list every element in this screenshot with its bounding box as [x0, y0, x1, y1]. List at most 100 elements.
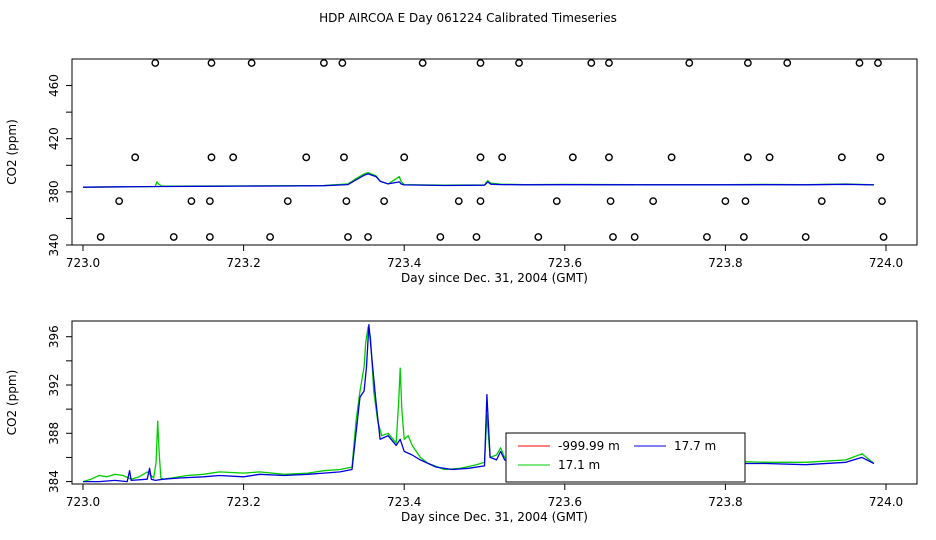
scatter-point: [515, 59, 523, 67]
scatter-point: [342, 197, 351, 206]
scatter-point: [874, 59, 882, 67]
legend-label-red: -999.99 m: [558, 439, 620, 453]
series-line-blue: [82, 173, 875, 188]
bottom-panel: 723.0 723.2 723.4 723.6 723.8 724.0 384 388 392 3…: [5, 320, 918, 524]
bottom-series-lines: [82, 323, 875, 483]
top-scatter-points: [96, 59, 888, 241]
scatter-point: [476, 59, 485, 67]
y-tick-label: 380: [47, 180, 61, 203]
scatter-point: [667, 153, 676, 162]
y-tick-label: 340: [47, 234, 61, 257]
series-line-green: [82, 326, 875, 483]
scatter-point: [476, 197, 485, 206]
scatter-point: [338, 59, 347, 67]
scatter-point: [207, 153, 216, 162]
scatter-point: [534, 233, 543, 241]
top-axis-ticks: 723.0 723.2 723.4 723.6 723.8 724.0 340 380 420 4…: [47, 74, 903, 270]
scatter-point: [302, 153, 311, 162]
scatter-point: [609, 233, 617, 241]
top-panel: 723.0 723.2 723.4 723.6 723.8 724.0 340 380 420 4…: [5, 58, 918, 285]
bottom-x-axis-label: Day since Dec. 31, 2004 (GMT): [401, 510, 588, 524]
scatter-point: [131, 153, 140, 162]
scatter-point: [630, 233, 639, 241]
scatter-point: [878, 197, 886, 206]
scatter-point: [115, 197, 124, 206]
scatter-point: [801, 233, 810, 241]
scatter-point: [364, 233, 372, 241]
scatter-point: [436, 233, 445, 241]
scatter-point: [703, 233, 711, 241]
scatter-point: [685, 59, 694, 67]
figure-title: HDP AIRCOA E Day 061224 Calibrated Times…: [319, 11, 617, 25]
scatter-point: [340, 153, 348, 162]
scatter-point: [207, 59, 216, 67]
scatter-point: [319, 59, 328, 67]
x-tick-label: 724.0: [869, 495, 903, 509]
scatter-point: [187, 197, 196, 206]
legend: -999.99 m 17.7 m 17.1 m: [505, 432, 746, 483]
scatter-point: [380, 197, 389, 206]
y-tick-label: 396: [47, 325, 61, 348]
scatter-point: [765, 153, 774, 162]
scatter-point: [247, 59, 256, 67]
scatter-point: [400, 153, 409, 162]
scatter-point: [876, 153, 885, 162]
scatter-point: [552, 197, 561, 206]
scatter-point: [837, 153, 846, 162]
scatter-point: [605, 153, 613, 162]
scatter-point: [568, 153, 577, 162]
x-tick-label: 723.2: [226, 256, 260, 270]
x-tick-label: 723.4: [387, 256, 421, 270]
scatter-point: [817, 197, 826, 206]
x-tick-label: 723.0: [66, 495, 100, 509]
scatter-point: [472, 233, 481, 241]
scatter-point: [743, 153, 752, 162]
y-tick-label: 392: [47, 374, 61, 397]
scatter-point: [605, 59, 613, 67]
scatter-point: [721, 197, 730, 206]
top-plot-frame: [71, 58, 918, 246]
scatter-point: [498, 153, 507, 162]
scatter-point: [855, 59, 864, 67]
bottom-y-axis-label: CO2 (ppm): [5, 370, 19, 436]
scatter-point: [283, 197, 292, 206]
scatter-point: [649, 197, 658, 206]
scatter-point: [205, 197, 214, 206]
bottom-axis-ticks: 723.0 723.2 723.4 723.6 723.8 724.0 384 388 392 3…: [47, 325, 903, 509]
top-x-axis-label: Day since Dec. 31, 2004 (GMT): [401, 271, 588, 285]
x-tick-label: 723.4: [387, 495, 421, 509]
x-tick-label: 724.0: [869, 256, 903, 270]
scatter-point: [418, 59, 427, 67]
scatter-point: [151, 59, 160, 67]
scatter-point: [169, 233, 178, 241]
scatter-point: [783, 59, 792, 67]
top-series-lines: [82, 171, 875, 188]
scatter-point: [229, 153, 238, 162]
legend-label-green: 17.1 m: [558, 458, 600, 472]
legend-box: [505, 432, 746, 483]
y-tick-label: 460: [47, 74, 61, 97]
scatter-point: [454, 197, 463, 206]
scatter-point: [879, 233, 888, 241]
scatter-point: [476, 153, 485, 162]
x-tick-label: 723.8: [708, 256, 742, 270]
y-tick-label: 388: [47, 422, 61, 445]
scatter-point: [344, 233, 352, 241]
scatter-point: [739, 233, 748, 241]
scatter-point: [587, 59, 596, 67]
scatter-point: [606, 197, 615, 206]
scatter-point: [266, 233, 274, 241]
scatter-point: [743, 59, 752, 67]
top-y-axis-label: CO2 (ppm): [5, 119, 19, 185]
bottom-plot-frame: [71, 320, 918, 485]
x-tick-label: 723.0: [66, 256, 100, 270]
y-tick-label: 384: [47, 470, 61, 493]
scatter-point: [741, 197, 750, 206]
y-tick-label: 420: [47, 127, 61, 150]
x-tick-label: 723.6: [548, 256, 582, 270]
x-tick-label: 723.6: [548, 495, 582, 509]
scatter-point: [205, 233, 214, 241]
legend-label-blue: 17.7 m: [674, 439, 716, 453]
series-line-blue: [83, 323, 875, 483]
